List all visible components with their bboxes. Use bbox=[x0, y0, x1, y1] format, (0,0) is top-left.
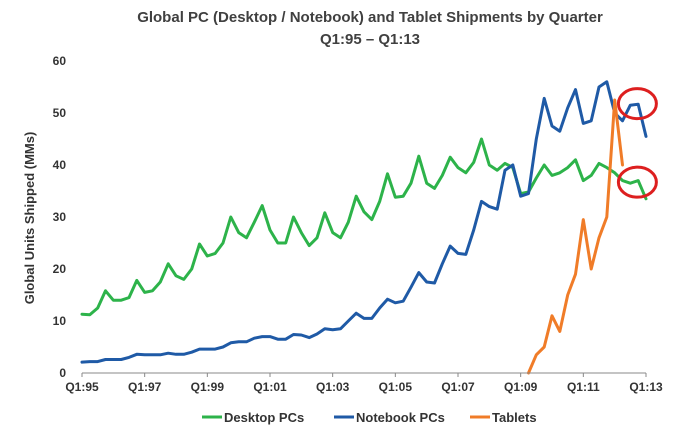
y-tick-label: 40 bbox=[53, 158, 67, 172]
y-tick-label: 0 bbox=[59, 366, 66, 380]
x-tick-label: Q1:11 bbox=[567, 380, 600, 394]
chart-subtitle: Q1:95 – Q1:13 bbox=[320, 31, 420, 48]
y-tick-label: 20 bbox=[53, 262, 67, 276]
series-line-desktop-pcs bbox=[80, 137, 648, 317]
x-tick-label: Q1:05 bbox=[379, 380, 413, 394]
y-axis: 0 10 20 30 40 50 60 bbox=[53, 54, 67, 380]
legend-label-tablets: Tablets bbox=[492, 410, 537, 425]
x-tick-label: Q1:03 bbox=[316, 380, 350, 394]
x-tick-label: Q1:99 bbox=[191, 380, 225, 394]
y-tick-label: 60 bbox=[53, 54, 67, 68]
series-line-tablets bbox=[527, 98, 624, 375]
highlight-circle-2 bbox=[616, 165, 658, 199]
y-axis-label: Global Units Shipped (MMs) bbox=[22, 132, 37, 305]
x-tick-label: Q1:95 bbox=[65, 380, 99, 394]
legend-label-desktop: Desktop PCs bbox=[224, 410, 304, 425]
y-tick-label: 30 bbox=[53, 210, 67, 224]
highlight-circle-1 bbox=[616, 87, 658, 121]
legend-label-notebook: Notebook PCs bbox=[356, 410, 445, 425]
x-tick-label: Q1:97 bbox=[128, 380, 162, 394]
annotations bbox=[616, 87, 658, 199]
legend: Desktop PCs Notebook PCs Tablets bbox=[202, 410, 537, 425]
chart-title: Global PC (Desktop / Notebook) and Table… bbox=[137, 9, 603, 26]
series-lines bbox=[80, 80, 648, 375]
x-axis: Q1:95 Q1:97 Q1:99 Q1:01 Q1:03 Q1:05 Q1:07 Q1:09… bbox=[65, 373, 663, 394]
x-tick-label: Q1:01 bbox=[253, 380, 287, 394]
y-tick-label: 50 bbox=[53, 106, 67, 120]
x-tick-label: Q1:07 bbox=[441, 380, 475, 394]
x-tick-label: Q1:13 bbox=[629, 380, 663, 394]
x-tick-label: Q1:09 bbox=[504, 380, 538, 394]
y-tick-label: 10 bbox=[53, 314, 67, 328]
series-line-notebook-pcs bbox=[80, 80, 648, 364]
